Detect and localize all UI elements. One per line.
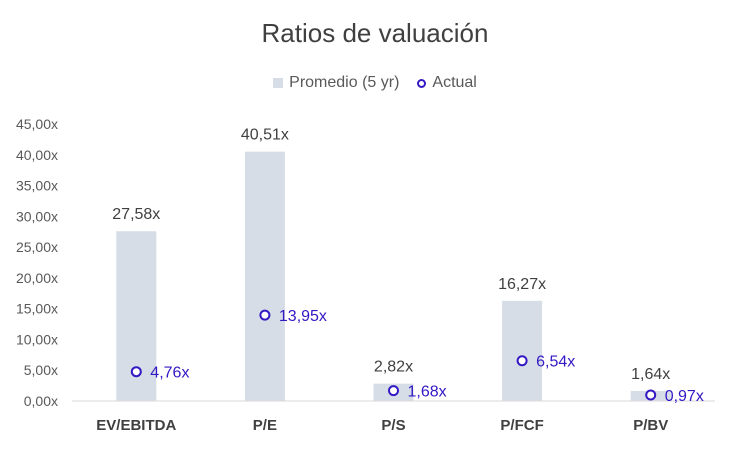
y-tick-label: 0,00x <box>24 393 58 409</box>
bar-data-label: 1,64x <box>631 366 670 383</box>
bar-data-label: 27,58x <box>112 206 160 223</box>
actual-data-label: 6,54x <box>536 354 575 371</box>
y-tick-label: 20,00x <box>16 270 58 286</box>
bar-data-label: 2,82x <box>374 359 413 376</box>
actual-point <box>130 366 142 378</box>
y-tick-label: 40,00x <box>16 147 58 163</box>
y-tick-label: 15,00x <box>16 301 58 317</box>
actual-point <box>516 355 528 367</box>
bar-data-label: 40,51x <box>241 127 289 144</box>
actual-data-label: 0,97x <box>665 388 704 405</box>
y-tick-label: 30,00x <box>16 208 58 224</box>
y-tick-label: 10,00x <box>16 331 58 347</box>
x-tick-label: P/BV <box>633 417 668 434</box>
actual-data-label: 1,68x <box>408 384 447 401</box>
actual-point <box>259 309 271 321</box>
x-tick-label: P/FCF <box>500 417 543 434</box>
legend: Promedio (5 yr) Actual <box>0 74 750 92</box>
chart-title: Ratios de valuación <box>261 18 489 48</box>
y-tick-label: 35,00x <box>16 178 58 194</box>
legend-item-promedio: Promedio (5 yr) <box>273 74 399 92</box>
y-tick-label: 5,00x <box>24 362 58 378</box>
x-tick-label: EV/EBITDA <box>96 417 176 434</box>
actual-data-label: 13,95x <box>279 308 327 325</box>
bar <box>244 151 285 401</box>
actual-point <box>645 389 657 401</box>
actual-data-label: 4,76x <box>150 365 189 382</box>
y-tick-label: 25,00x <box>16 239 58 255</box>
legend-bar-swatch <box>273 78 284 88</box>
x-tick-label: P/E <box>253 417 277 434</box>
legend-label-promedio: Promedio (5 yr) <box>289 74 400 91</box>
legend-label-actual: Actual <box>432 74 477 91</box>
y-tick-label: 45,00x <box>16 116 58 132</box>
x-tick-label: P/S <box>381 417 405 434</box>
legend-circle-marker <box>417 78 427 88</box>
bar <box>502 300 543 401</box>
bar-data-label: 16,27x <box>498 276 546 293</box>
legend-item-actual: Actual <box>417 74 477 92</box>
actual-point <box>388 385 399 397</box>
